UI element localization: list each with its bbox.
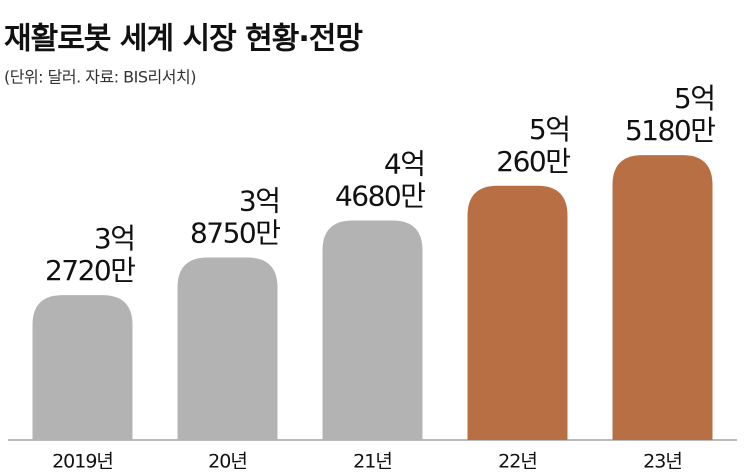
- bar: [612, 155, 713, 440]
- chart-title: 재활로봇 세계 시장 현황·전망: [4, 22, 363, 57]
- bar: [322, 220, 423, 440]
- x-tick-label: 2019년: [52, 451, 113, 473]
- x-tick-label: 22년: [498, 451, 537, 473]
- bar: [32, 295, 133, 440]
- value-label: 4억 4680만: [335, 148, 425, 213]
- value-label: 5억 260만: [496, 113, 570, 178]
- chart-subtitle: (단위: 달러. 자료: BIS리서치): [4, 68, 196, 87]
- value-label: 5억 5180만: [625, 82, 715, 147]
- x-tick-label: 23년: [643, 451, 682, 473]
- x-tick-label: 20년: [208, 451, 247, 473]
- bar: [467, 185, 568, 440]
- value-label: 3억 8750만: [190, 185, 280, 250]
- bar: [177, 257, 278, 440]
- x-tick-label: 21년: [353, 451, 392, 473]
- value-label: 3억 2720만: [45, 222, 135, 287]
